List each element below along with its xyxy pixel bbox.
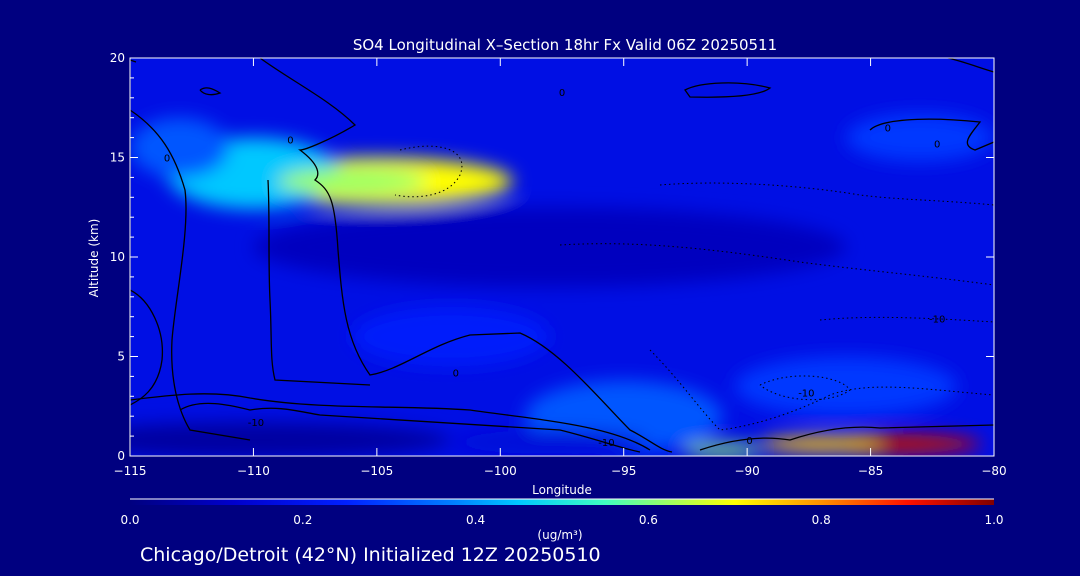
concentration-feature <box>450 430 649 455</box>
contour-label: 0 <box>287 136 293 147</box>
concentration-feature <box>682 444 762 456</box>
contour-line <box>947 58 994 73</box>
concentration-feature <box>253 207 846 287</box>
concentration-field <box>130 113 994 456</box>
y-axis: 0 5 10 15 20 <box>110 51 994 463</box>
x-tick-label: −115 <box>114 464 147 478</box>
y-tick-label: 5 <box>117 350 125 364</box>
contour-labels: 0 0 0 0 0 0 0 -10 -10 -10 -10 <box>164 88 946 449</box>
colorbar-tick-label: 0.8 <box>812 513 831 527</box>
y-tick-label: 20 <box>110 51 125 65</box>
y-tick-label: 15 <box>110 151 125 165</box>
contour-line <box>699 424 994 451</box>
colorbar-tick-label: 0.6 <box>639 513 658 527</box>
colorbar <box>130 499 994 505</box>
dotted-contour-line <box>659 182 994 206</box>
y-axis-label: Altitude (km) <box>87 219 101 298</box>
contour-label: 0 <box>746 436 752 447</box>
contour-label: -10 <box>929 315 945 326</box>
plot-area: 0 0 0 0 0 0 0 -10 -10 -10 -10 <box>130 58 994 456</box>
contour-label: -10 <box>798 388 814 399</box>
colorbar-unit-label: (ug/m³) <box>537 528 582 542</box>
x-tick-label: −80 <box>981 464 1006 478</box>
chart-title: SO4 Longitudinal X–Section 18hr Fx Valid… <box>353 36 777 54</box>
colorbar-tick-label: 1.0 <box>984 513 1003 527</box>
contour-label: 0 <box>453 368 459 379</box>
contour-line <box>259 58 673 453</box>
concentration-feature <box>845 113 994 162</box>
contour-line <box>267 179 371 386</box>
contour-lines <box>130 58 994 456</box>
colorbar-ticks: 0.0 0.2 0.4 0.6 0.8 1.0 <box>120 513 1003 527</box>
concentration-feature <box>352 306 550 367</box>
concentration-feature <box>734 356 957 417</box>
concentration-feature <box>130 422 451 456</box>
x-tick-label: −100 <box>484 464 517 478</box>
dotted-contour-line <box>759 375 851 401</box>
contour-label: 0 <box>164 153 170 164</box>
x-tick-label: −105 <box>360 464 393 478</box>
x-tick-label: −95 <box>611 464 636 478</box>
contour-line <box>130 59 137 456</box>
dotted-contour-line <box>819 316 994 323</box>
y-tick-label: 0 <box>117 449 125 463</box>
contour-line <box>130 289 164 406</box>
x-tick-label: −110 <box>237 464 270 478</box>
colorbar-tick-label: 0.2 <box>293 513 312 527</box>
x-axis-label: Longitude <box>532 483 592 497</box>
colorbar-tick-label: 0.4 <box>466 513 485 527</box>
contour-line <box>684 82 772 98</box>
contour-label: -10 <box>598 438 614 449</box>
negative-contours <box>394 145 994 431</box>
colorbar-tick-label: 0.0 <box>120 513 139 527</box>
contour-line <box>869 118 994 151</box>
footer-text: Chicago/Detroit (42°N) Initialized 12Z 2… <box>140 544 601 566</box>
contour-line <box>130 393 651 451</box>
dotted-contour-line <box>394 145 463 198</box>
contour-label: 0 <box>559 88 565 99</box>
contour-line <box>199 87 222 96</box>
contour-line <box>130 109 251 441</box>
contour-label: -10 <box>248 418 264 429</box>
x-tick-label: −90 <box>734 464 759 478</box>
concentration-feature <box>130 117 229 178</box>
contour-label: 0 <box>885 124 891 135</box>
contour-label: 0 <box>934 140 940 151</box>
y-tick-label: 10 <box>110 250 125 264</box>
concentration-feature <box>278 167 427 196</box>
x-axis: −115 −110 −105 −100 −95 −90 −85 −80 <box>114 58 1007 478</box>
x-tick-label: −85 <box>858 464 883 478</box>
contour-line <box>179 402 641 453</box>
